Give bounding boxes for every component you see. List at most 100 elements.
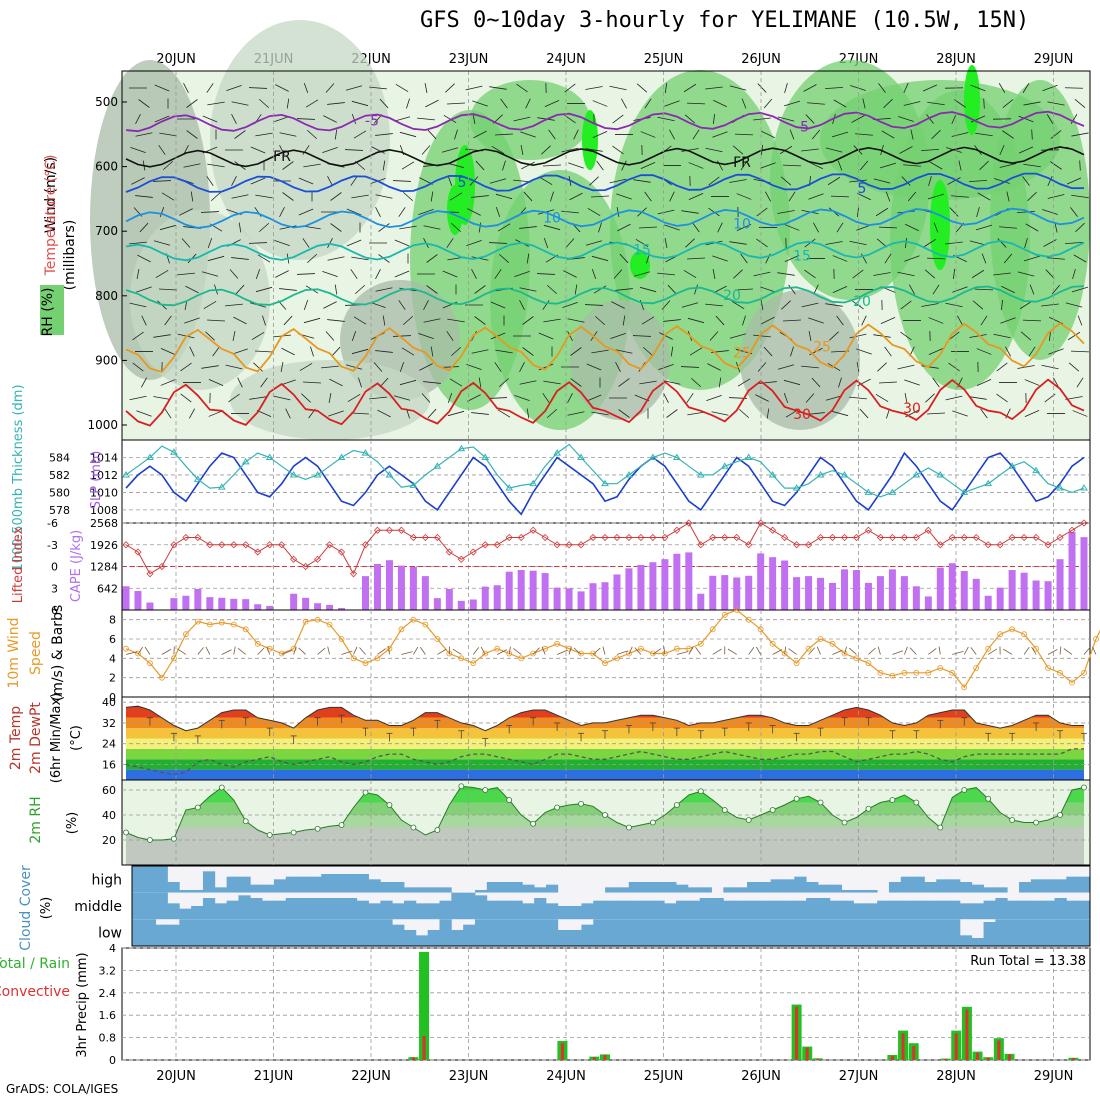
x-tick-label-bottom: 26JUN <box>741 1069 781 1084</box>
upper-wind-barb <box>521 161 535 170</box>
upper-wind-barb <box>969 334 987 338</box>
cloud-low-bar <box>179 919 192 946</box>
precip-convective-bar <box>912 1046 916 1060</box>
wind-speed-marker <box>159 674 165 681</box>
upper-wind-barb <box>255 194 273 199</box>
upper-wind-barb <box>613 269 623 279</box>
cloud-low-bar <box>1019 919 1032 946</box>
run-total-label: Run Total = 13.38 <box>970 954 1086 969</box>
isotherm--5 <box>125 110 1085 133</box>
upper-wind-barb <box>825 86 843 90</box>
upper-wind-barb <box>1017 210 1035 214</box>
upper-wind-barb <box>329 378 343 387</box>
wind-barb <box>327 646 330 655</box>
upper-wind-barb <box>141 315 147 326</box>
upper-wind-barb <box>471 412 489 415</box>
rh-saturated-region <box>930 180 950 270</box>
upper-wind-barb <box>732 145 744 155</box>
upper-wind-barb <box>783 164 801 167</box>
wind-tick-label: 0 <box>109 691 116 704</box>
upper-wind-barb <box>705 86 723 90</box>
upper-wind-barb <box>543 224 561 231</box>
upper-wind-barb <box>379 377 389 388</box>
precip-convective-bar <box>954 1033 958 1060</box>
upper-wind-barb <box>687 102 705 105</box>
x-tick-label-bottom: 21JUN <box>254 1069 294 1084</box>
upper-wind-barb <box>346 208 362 216</box>
thickness-marker <box>146 453 154 460</box>
upper-wind-barb <box>471 195 489 198</box>
upper-wind-barb <box>161 192 175 201</box>
upper-wind-barb <box>945 395 963 401</box>
wind-barb <box>359 647 366 655</box>
upper-wind-barb <box>1076 377 1084 388</box>
upper-wind-barb <box>836 222 844 233</box>
cape-bar <box>194 588 202 610</box>
wind-speed-marker <box>1009 626 1016 633</box>
upper-wind-barb <box>777 364 795 370</box>
upper-wind-barb <box>825 303 843 307</box>
rh-label: RH (%) <box>40 288 56 337</box>
precip-convective-bar <box>965 1009 969 1060</box>
upper-wind-barb <box>327 319 345 322</box>
cloud-middle-bar <box>143 892 157 920</box>
upper-wind-barb <box>1024 379 1040 386</box>
cape-bar <box>888 569 896 610</box>
upper-wind-barb <box>401 347 415 356</box>
upper-wind-barb <box>184 317 200 324</box>
upper-wind-barb <box>279 145 285 155</box>
cloud-low-bar <box>522 919 535 946</box>
lifted-index-marker <box>888 533 896 542</box>
thickness-axis-label: 1000-500mb Thickness (dm) <box>11 384 26 571</box>
upper-wind-barb <box>849 240 867 246</box>
upper-wind-barb <box>447 410 465 417</box>
upper-wind-barb <box>189 346 195 357</box>
upper-wind-barb <box>856 348 872 355</box>
cloud-low-bar <box>474 919 488 946</box>
lifted-index-marker <box>278 541 286 549</box>
upper-wind-barb <box>418 332 434 340</box>
upper-wind-barb <box>784 224 800 231</box>
upper-wind-barb <box>398 207 406 217</box>
upper-wind-barb <box>850 85 866 91</box>
upper-wind-barb <box>877 362 887 372</box>
upper-wind-barb <box>1065 241 1083 245</box>
upper-wind-barb <box>423 300 429 310</box>
upper-wind-barb <box>570 378 582 387</box>
wind-barb <box>928 648 937 655</box>
upper-wind-barb <box>622 315 626 326</box>
upper-wind-barb <box>658 363 674 371</box>
upper-wind-barb <box>180 362 192 372</box>
upper-wind-barb <box>925 393 935 403</box>
upper-wind-barb <box>526 408 530 419</box>
cloud-middle-bar <box>356 900 369 920</box>
upper-wind-barb <box>996 393 1008 403</box>
upper-wind-barb <box>1051 284 1061 295</box>
lifted-index-marker <box>936 541 944 549</box>
thickness-marker <box>361 449 370 456</box>
cloud-low-bar <box>498 919 511 946</box>
upper-wind-barb <box>1006 191 1010 202</box>
lifted-index-marker <box>146 570 154 578</box>
upper-wind-barb <box>465 85 483 91</box>
cloud-middle-bar <box>427 903 440 920</box>
upper-wind-barb <box>255 268 261 280</box>
cloud-high-bar <box>995 887 1008 893</box>
upper-wind-barb <box>351 113 357 125</box>
upper-wind-barb <box>958 160 962 171</box>
cloud-middle-bar <box>758 900 772 920</box>
cape-bar <box>565 588 573 610</box>
upper-wind-barb <box>325 331 335 341</box>
lifted-index-marker <box>625 533 633 542</box>
cape-bar <box>625 568 633 610</box>
cloud-low-bar <box>900 919 913 946</box>
lifted-index-marker <box>182 533 190 542</box>
upper-wind-barb <box>231 101 249 106</box>
lifted-index-marker <box>1020 533 1028 542</box>
upper-wind-barb <box>1045 269 1055 279</box>
upper-wind-barb <box>777 116 795 122</box>
cape-bar <box>817 577 825 610</box>
cloud-middle-bar <box>782 900 795 920</box>
upper-wind-barb <box>1074 99 1086 108</box>
cloud-high-bar <box>321 874 334 893</box>
